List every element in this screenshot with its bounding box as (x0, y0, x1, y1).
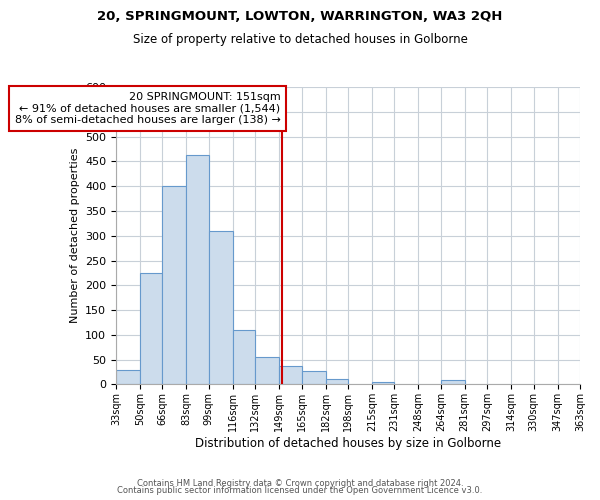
Text: Contains HM Land Registry data © Crown copyright and database right 2024.: Contains HM Land Registry data © Crown c… (137, 478, 463, 488)
Bar (140, 273, 163, 384)
Y-axis label: Number of detached properties: Number of detached properties (70, 148, 80, 324)
Bar (255, 357, 279, 384)
Bar (116, 370, 140, 384)
Bar (233, 330, 255, 384)
Bar (163, 186, 187, 384)
Text: 20, SPRINGMOUNT, LOWTON, WARRINGTON, WA3 2QH: 20, SPRINGMOUNT, LOWTON, WARRINGTON, WA3… (97, 10, 503, 23)
Text: 20 SPRINGMOUNT: 151sqm
← 91% of detached houses are smaller (1,544)
8% of semi-d: 20 SPRINGMOUNT: 151sqm ← 91% of detached… (14, 92, 281, 125)
Bar (209, 231, 233, 384)
Bar (302, 370, 326, 384)
X-axis label: Distribution of detached houses by size in Golborne: Distribution of detached houses by size … (195, 437, 501, 450)
Bar (187, 156, 209, 384)
Bar (326, 380, 348, 384)
Text: Size of property relative to detached houses in Golborne: Size of property relative to detached ho… (133, 32, 467, 46)
Bar (279, 366, 302, 384)
Bar (441, 380, 465, 384)
Bar (372, 382, 394, 384)
Text: Contains public sector information licensed under the Open Government Licence v3: Contains public sector information licen… (118, 486, 482, 495)
